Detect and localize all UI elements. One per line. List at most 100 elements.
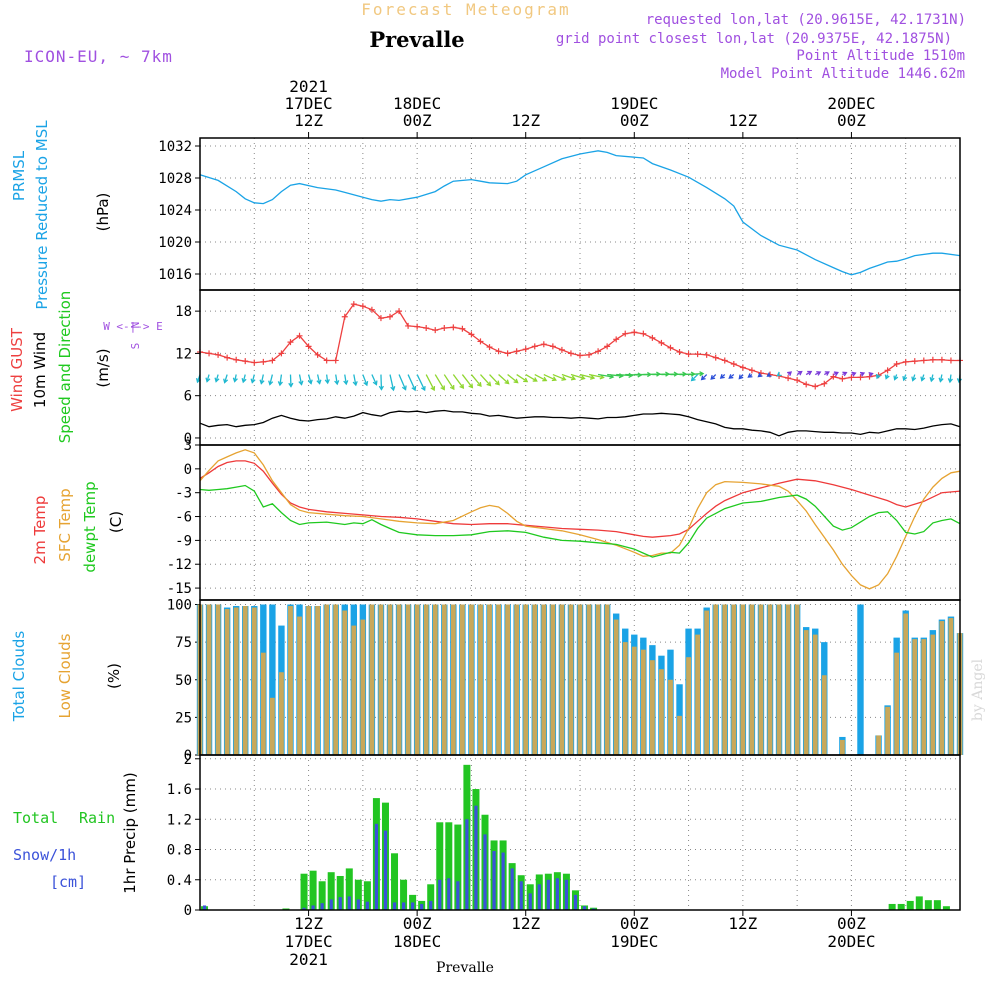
wind-barb: [371, 374, 377, 385]
precip-snow-bar: [573, 894, 578, 910]
wind-barb-head: [440, 385, 445, 391]
precip-snow-bar: [365, 901, 369, 910]
wind-barb-head: [833, 371, 839, 377]
precip-rain-bar: [354, 879, 362, 910]
point-altitude: Point Altitude 1510m: [796, 48, 965, 64]
wind-barb: [597, 373, 614, 378]
time-label-bottom: 12Z: [728, 914, 757, 933]
wind-barb: [616, 373, 633, 377]
gust-marker: [242, 358, 249, 365]
wind-barb-head: [523, 377, 529, 383]
grid-lines: [200, 138, 960, 911]
cloud-low-bar: [903, 613, 909, 755]
cloud-low-bar: [595, 604, 601, 755]
cloud-low-bar: [269, 697, 275, 755]
wind-barb-head: [868, 372, 874, 378]
gust-marker: [441, 325, 448, 332]
precip-snow-bar: [420, 903, 424, 910]
cloud-low-bar: [749, 604, 755, 755]
gust-marker: [730, 360, 737, 367]
cloud-low-bar: [450, 604, 456, 755]
cloud-low-bar: [930, 634, 936, 755]
gust-marker: [224, 354, 231, 361]
y-tick-label: 0.4: [167, 873, 192, 889]
gust-marker: [459, 325, 466, 332]
time-label-bottom: 20DEC: [827, 932, 875, 951]
time-label-bottom: 12Z: [511, 914, 540, 933]
wind-barb: [316, 374, 321, 384]
gust-marker: [305, 343, 312, 350]
cloud-low-bar: [631, 646, 637, 755]
wind-barb: [534, 373, 547, 382]
precip-rain-bar: [363, 881, 371, 910]
cloud-low-bar: [912, 639, 918, 755]
cloud-low-bar: [288, 606, 293, 755]
cloud-low-bar: [378, 604, 384, 755]
wind-barb-head: [324, 379, 330, 385]
wind-barb-head: [532, 377, 538, 382]
cloud-low-bar: [722, 604, 728, 755]
precip-snow-bar: [329, 899, 333, 910]
precip-rain-bar: [300, 873, 308, 910]
gust-marker: [667, 344, 674, 351]
y-tick-label: -6: [175, 510, 192, 526]
gust-marker: [866, 373, 873, 380]
gust-marker: [604, 343, 611, 350]
cloud-low-bar: [251, 607, 257, 755]
gust-marker: [712, 354, 719, 361]
precip-snow-bar: [546, 879, 550, 910]
cloud-low-bar: [758, 604, 764, 755]
y-tick-label: 1.6: [167, 782, 192, 798]
cloud-low-bar: [342, 610, 348, 755]
temp-label-sfc: SFC Temp: [56, 488, 74, 561]
precip-rain-bar: [915, 896, 923, 910]
cloud-low-bar: [279, 672, 284, 755]
cloud-low-bar: [586, 604, 592, 755]
cloud-low-bar: [206, 604, 212, 755]
wind-barb: [552, 373, 566, 381]
cloud-low-bar: [894, 652, 900, 755]
cloud-low-bar: [242, 606, 248, 755]
wind-barb-head: [797, 370, 803, 376]
cloud-low-bar: [731, 604, 737, 755]
gust-marker: [794, 377, 801, 384]
wind-barb: [307, 374, 312, 384]
cloud-low-bar: [306, 606, 311, 755]
wind-barb-head: [259, 379, 265, 385]
wind-barb-head: [842, 371, 848, 377]
gust-marker: [676, 349, 683, 355]
gust-marker: [721, 357, 728, 364]
y-tick-label: -9: [175, 533, 192, 549]
y-tick-label: 0: [184, 431, 192, 447]
precip-rain-bar: [924, 900, 932, 910]
gust-marker: [513, 348, 520, 355]
precip-rain-bar: [933, 900, 941, 910]
cloud-low-bar: [260, 652, 266, 755]
precip-snow-bar: [311, 905, 315, 910]
wind-barb-head: [738, 374, 744, 380]
y-tick-label: 3: [184, 438, 192, 454]
wind-barb-head: [205, 377, 211, 383]
wind-barb-head: [277, 381, 283, 387]
wind-barb-head: [893, 375, 899, 381]
wind-barb-head: [504, 379, 510, 385]
precip-rain-bar: [345, 868, 353, 910]
cloud-low-bar: [622, 642, 628, 755]
wind-barb-head: [929, 377, 935, 383]
gust-marker: [540, 341, 547, 348]
cloud-low-bar: [324, 604, 330, 755]
pressure-label-2: Pressure Reduced to MSL: [33, 120, 51, 310]
wind-barb-head: [570, 375, 577, 381]
wind-barb: [543, 373, 557, 381]
cloud-low-bar: [613, 619, 619, 755]
y-tick-label: 1028: [158, 171, 192, 187]
gust-marker: [233, 356, 240, 363]
precip-snow-bar: [447, 878, 451, 910]
gust-marker: [296, 332, 303, 339]
time-label-bottom: 00Z: [837, 914, 866, 933]
cloud-low-bar: [224, 609, 230, 755]
wind-barb-head: [776, 371, 782, 377]
wind-barb-head: [307, 379, 313, 385]
y-tick-label: 75: [175, 635, 192, 651]
